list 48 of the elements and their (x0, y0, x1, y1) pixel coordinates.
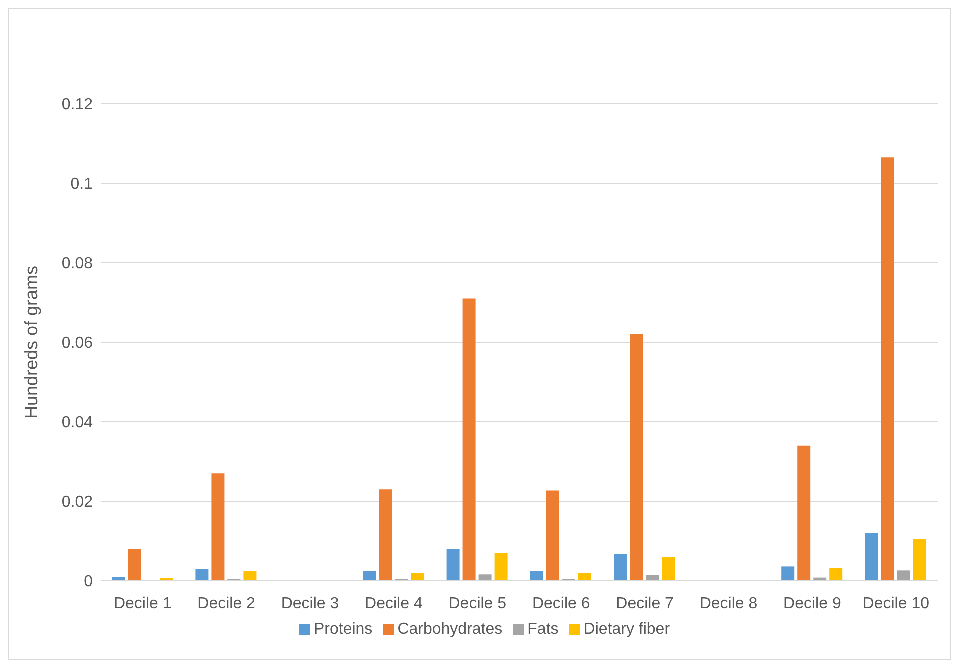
x-tick-label: Decile 2 (198, 595, 256, 612)
bar (614, 554, 628, 581)
legend-label: Fats (528, 621, 559, 638)
x-tick-label: Decile 10 (862, 595, 930, 612)
y-tick-label: 0.1 (70, 176, 94, 194)
x-tick-label: Decile 7 (616, 595, 674, 612)
bar (913, 539, 926, 581)
bar (798, 446, 811, 581)
bar (782, 566, 795, 581)
bar (244, 571, 257, 581)
y-tick-label: 0.04 (62, 414, 94, 432)
bar (530, 571, 544, 581)
bar (212, 474, 225, 581)
bar (830, 568, 843, 581)
bar (646, 575, 660, 581)
bar (578, 573, 592, 581)
legend-label: Carbohydrates (398, 621, 503, 638)
legend-label: Dietary fiber (584, 621, 670, 638)
y-tick-label: 0.12 (62, 96, 94, 114)
bar (379, 490, 392, 581)
x-tick-label: Decile 5 (448, 595, 507, 612)
bar (494, 553, 508, 581)
x-tick-label: Decile 6 (532, 595, 590, 612)
bar (865, 533, 878, 581)
y-tick-label: 0.06 (62, 335, 94, 352)
bar (363, 571, 376, 581)
y-tick-label: 0 (84, 574, 94, 591)
bar (478, 574, 492, 581)
bar (897, 570, 910, 581)
legend-label: Proteins (314, 621, 373, 638)
bar (411, 573, 424, 581)
y-tick-label: 0.08 (62, 256, 94, 273)
x-tick-label: Decile 9 (784, 595, 842, 612)
bar (446, 549, 460, 581)
x-tick-label: Decile 3 (281, 595, 340, 612)
y-tick-label: 0.02 (62, 494, 94, 512)
x-tick-label: Decile 4 (365, 595, 423, 612)
bar (196, 569, 209, 581)
bar (462, 298, 476, 581)
bar (546, 490, 560, 581)
x-tick-label: Decile 1 (114, 595, 172, 612)
y-axis-title: Hundreds of grams (21, 266, 42, 420)
bar (881, 158, 894, 581)
x-tick-label: Decile 8 (700, 595, 758, 612)
bar (630, 334, 644, 581)
bar (160, 578, 173, 581)
bar (128, 549, 141, 581)
bar (662, 557, 676, 581)
